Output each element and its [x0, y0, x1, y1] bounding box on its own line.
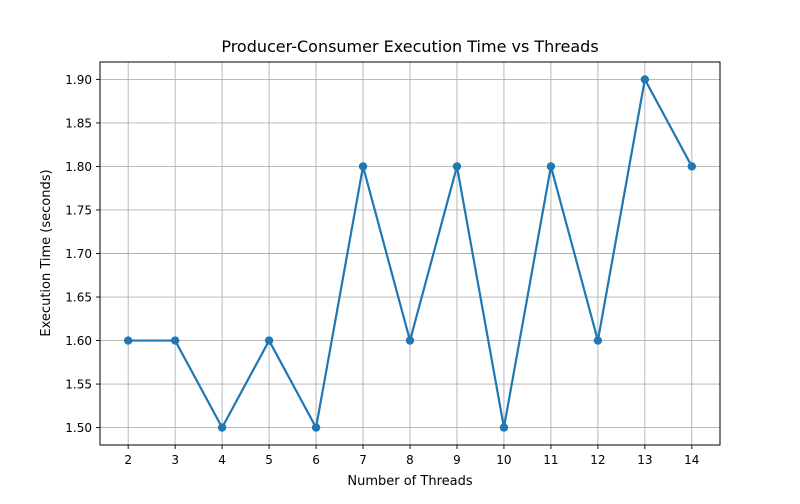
x-tick-label: 10 [496, 453, 511, 467]
data-point-marker [640, 75, 650, 84]
data-point-marker [546, 162, 556, 171]
y-tick-label: 1.85 [65, 116, 92, 130]
y-tick-label: 1.55 [65, 378, 92, 392]
x-tick-label: 7 [359, 453, 367, 467]
data-point-marker [264, 336, 274, 345]
y-tick-label: 1.75 [65, 203, 92, 217]
data-point-marker [452, 162, 462, 171]
x-tick-label: 12 [590, 453, 605, 467]
y-tick-label: 1.90 [65, 73, 92, 87]
data-point-marker [170, 336, 180, 345]
data-point-marker [687, 162, 697, 171]
x-tick-label: 13 [637, 453, 652, 467]
data-point-marker [123, 336, 133, 345]
data-point-marker [217, 423, 227, 432]
x-tick-label: 14 [684, 453, 699, 467]
data-point-marker [499, 423, 509, 432]
x-axis-label: Number of Threads [347, 474, 472, 489]
y-tick-label: 1.60 [65, 334, 92, 348]
data-point-marker [358, 162, 368, 171]
x-tick-label: 2 [124, 453, 132, 467]
y-tick-label: 1.70 [65, 247, 92, 261]
data-point-marker [593, 336, 603, 345]
data-point-marker [405, 336, 415, 345]
y-tick-label: 1.50 [65, 421, 92, 435]
x-tick-label: 3 [171, 453, 179, 467]
ticks: 2 3 4 5 6 7 8 9 10 11 12 13 14 1.50 1.55 1.60 1.65 1.70 1.… [65, 73, 699, 467]
chart-title: Producer-Consumer Execution Time vs Thre… [221, 37, 598, 56]
grid [100, 62, 720, 445]
x-tick-label: 6 [312, 453, 320, 467]
y-tick-label: 1.80 [65, 160, 92, 174]
x-tick-label: 11 [543, 453, 558, 467]
x-tick-label: 5 [265, 453, 273, 467]
data-point-marker [311, 423, 321, 432]
series-layer [123, 75, 697, 432]
y-axis-label: Execution Time (seconds) [39, 169, 54, 336]
y-tick-label: 1.65 [65, 291, 92, 305]
x-tick-label: 8 [406, 453, 414, 467]
x-tick-label: 4 [218, 453, 226, 467]
x-tick-label: 9 [453, 453, 461, 467]
